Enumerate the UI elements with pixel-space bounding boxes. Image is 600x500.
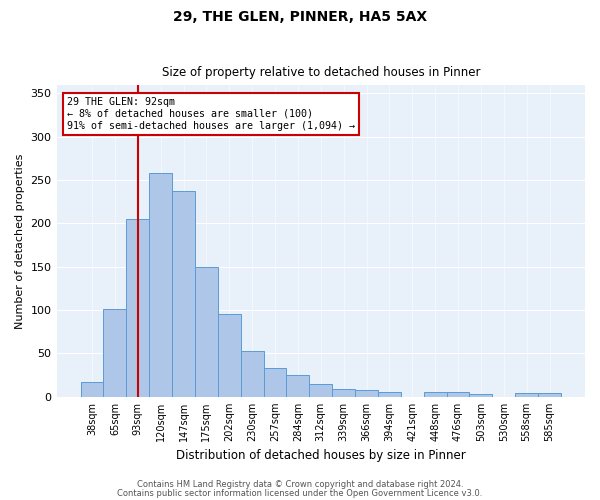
Bar xyxy=(469,394,493,397)
Bar xyxy=(446,392,469,397)
Text: 29 THE GLEN: 92sqm
← 8% of detached houses are smaller (100)
91% of semi-detache: 29 THE GLEN: 92sqm ← 8% of detached hous… xyxy=(67,98,355,130)
Bar xyxy=(218,314,241,397)
Bar xyxy=(286,375,310,397)
Bar xyxy=(127,219,149,397)
Bar xyxy=(263,368,286,397)
Bar xyxy=(355,390,378,397)
Bar xyxy=(538,394,561,397)
Text: Contains HM Land Registry data © Crown copyright and database right 2024.: Contains HM Land Registry data © Crown c… xyxy=(137,480,463,489)
Text: 29, THE GLEN, PINNER, HA5 5AX: 29, THE GLEN, PINNER, HA5 5AX xyxy=(173,10,427,24)
Bar xyxy=(149,173,172,397)
Bar xyxy=(103,310,127,397)
Bar xyxy=(424,392,446,397)
Bar xyxy=(310,384,332,397)
Bar xyxy=(332,389,355,397)
Bar xyxy=(80,382,103,397)
X-axis label: Distribution of detached houses by size in Pinner: Distribution of detached houses by size … xyxy=(176,450,466,462)
Bar xyxy=(515,394,538,397)
Y-axis label: Number of detached properties: Number of detached properties xyxy=(15,153,25,328)
Bar xyxy=(378,392,401,397)
Text: Contains public sector information licensed under the Open Government Licence v3: Contains public sector information licen… xyxy=(118,488,482,498)
Bar xyxy=(195,267,218,397)
Bar xyxy=(241,351,263,397)
Title: Size of property relative to detached houses in Pinner: Size of property relative to detached ho… xyxy=(161,66,480,80)
Bar xyxy=(172,192,195,397)
